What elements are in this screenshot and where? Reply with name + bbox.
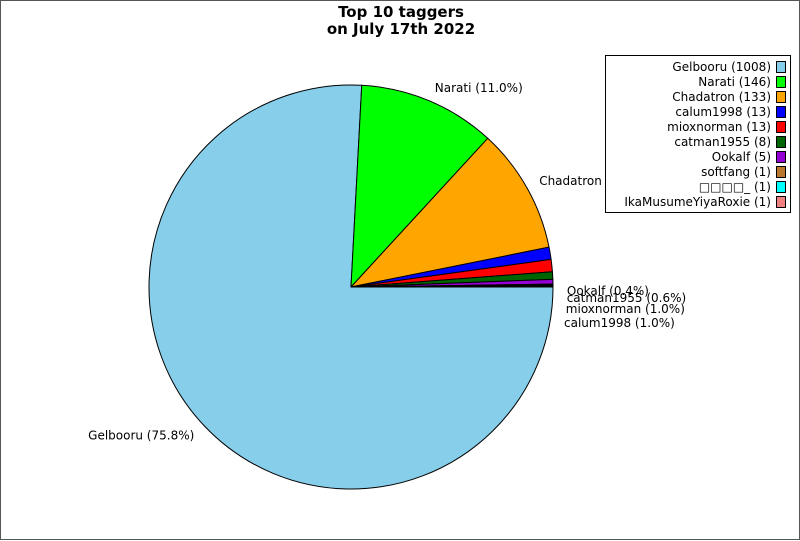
- legend-swatch: [776, 136, 786, 148]
- legend-label: Narati (146): [698, 75, 771, 89]
- slice-label-ookalf: Ookalf (0.4%): [567, 284, 649, 298]
- legend-label: softfang (1): [701, 165, 771, 179]
- legend-swatch: [776, 76, 786, 88]
- legend-label: □□□□_ (1): [698, 180, 771, 194]
- legend-swatch: [776, 166, 786, 178]
- slice-label-catman1955: catman1955 (0.6%): [567, 291, 687, 305]
- legend-label: calum1998 (13): [675, 105, 771, 119]
- legend-item: softfang (1): [701, 165, 786, 179]
- legend-label: IkaMusumeYiyaRoxie (1): [624, 195, 771, 209]
- chart-title-line-2: on July 17th 2022: [326, 20, 476, 38]
- chart-title-line-1: Top 10 taggers: [338, 3, 464, 21]
- slice-label-gelbooru: Gelbooru (75.8%): [88, 429, 194, 443]
- pie-slice-narati: [350, 84, 489, 288]
- legend-label: Ookalf (5): [711, 150, 771, 164]
- legend-swatch: [776, 151, 786, 163]
- pie-slice-ikamusumeyiyaroxie: [350, 285, 554, 288]
- legend-item: Ookalf (5): [712, 150, 786, 164]
- pie-slice-chadatron: [350, 137, 550, 288]
- legend-swatch: [776, 121, 786, 133]
- legend-swatch: [776, 196, 786, 208]
- legend-item: Chadatron (133): [672, 90, 786, 104]
- slice-label-mioxnorman: mioxnorman (1.0%): [566, 302, 685, 316]
- legend-item: IkaMusumeYiyaRoxie (1): [624, 195, 786, 209]
- legend-item: Narati (146): [698, 75, 786, 89]
- legend-swatch: [776, 181, 786, 193]
- legend-item: □□□□_ (1): [699, 180, 786, 194]
- legend-swatch: [776, 106, 786, 118]
- legend: Gelbooru (1008) Narati (146) Chadatron (13…: [605, 55, 791, 213]
- legend-swatch: [776, 61, 786, 73]
- slice-label-narati: Narati (11.0%): [435, 81, 523, 95]
- legend-label: Gelbooru (1008): [672, 60, 771, 74]
- slice-label-calum1998: calum1998 (1.0%): [564, 316, 675, 330]
- legend-swatch: [776, 91, 786, 103]
- legend-label: mioxnorman (13): [667, 120, 771, 134]
- legend-label: Chadatron (133): [672, 90, 771, 104]
- legend-item: mioxnorman (13): [667, 120, 786, 134]
- legend-item: catman1955 (8): [674, 135, 786, 149]
- legend-item: calum1998 (13): [675, 105, 786, 119]
- chart-title: Top 10 taggers on July 17th 2022: [1, 4, 800, 38]
- legend-item: Gelbooru (1008): [672, 60, 786, 74]
- legend-label: catman1955 (8): [674, 135, 771, 149]
